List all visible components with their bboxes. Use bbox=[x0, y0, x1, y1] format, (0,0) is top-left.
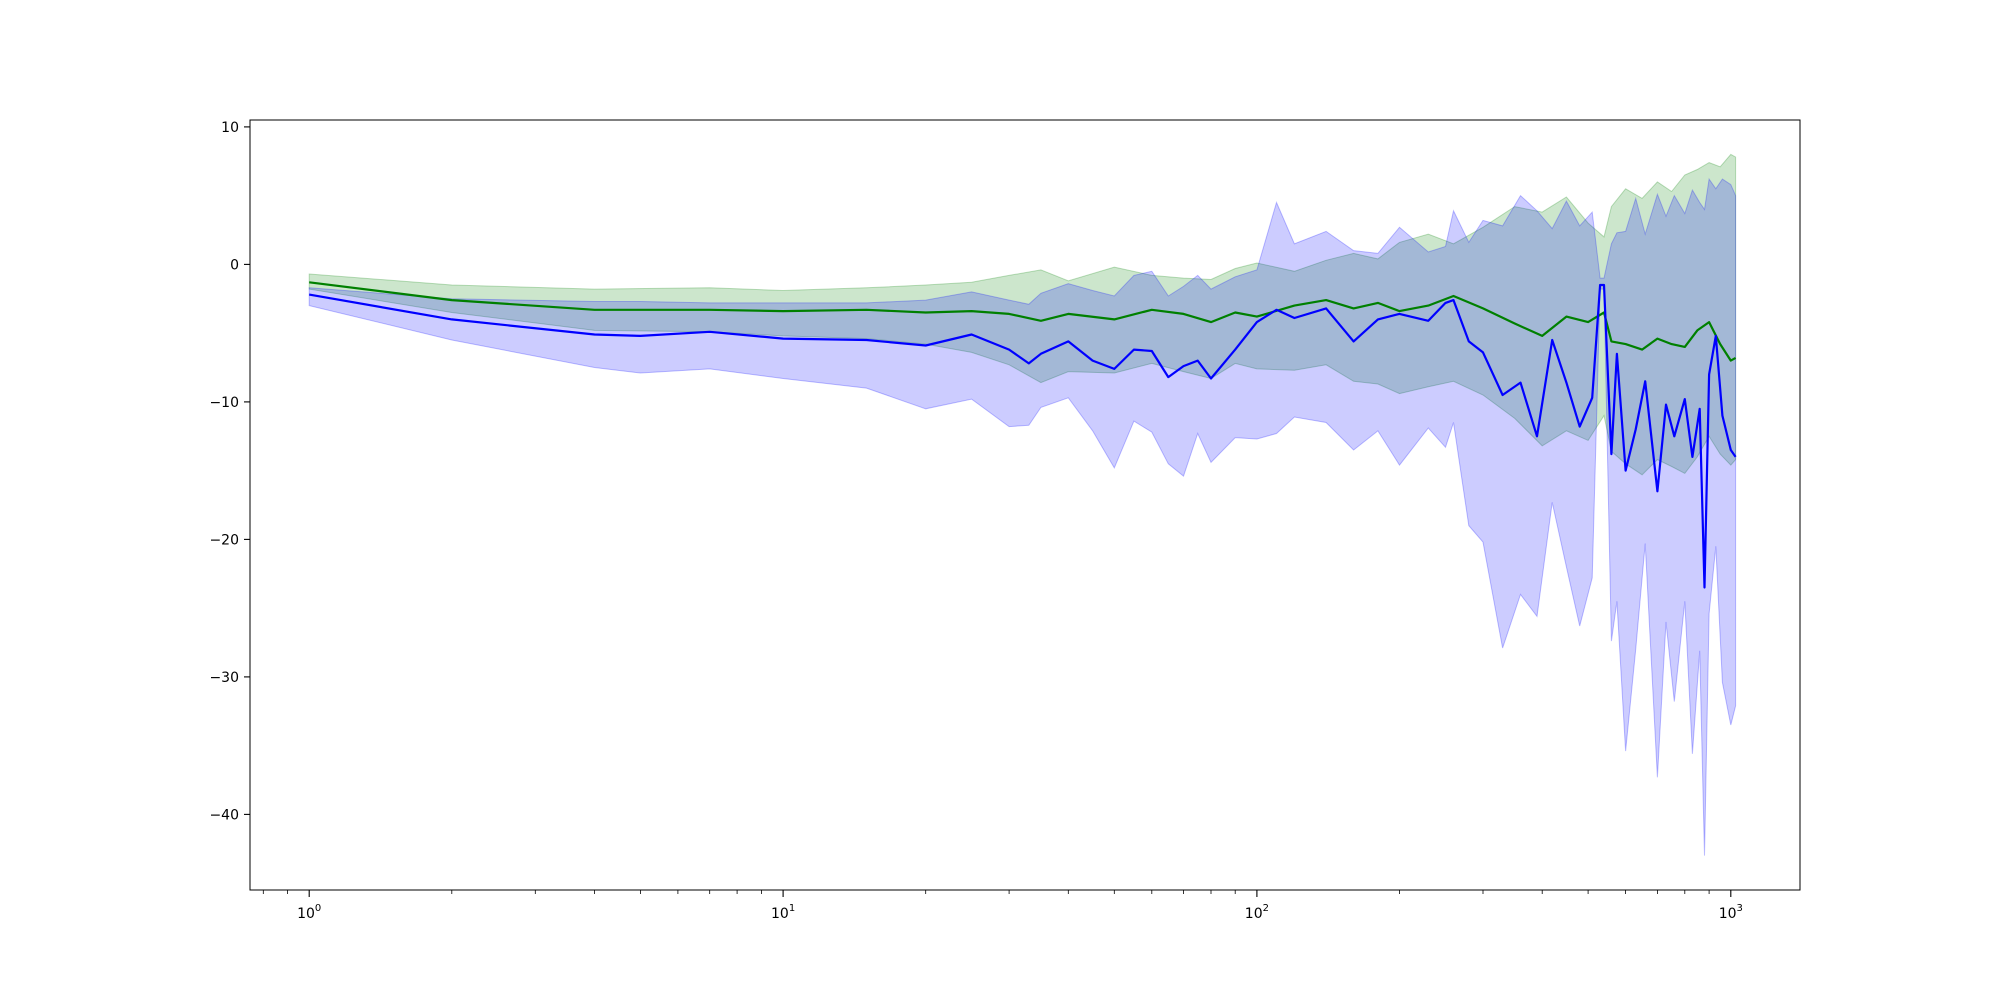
plot-area-frame bbox=[249, 119, 1801, 891]
x-tick-label: 102 bbox=[1245, 903, 1269, 922]
y-tick-label: −20 bbox=[209, 532, 239, 548]
series-1-line bbox=[309, 281, 1737, 362]
y-tick-label: 10 bbox=[221, 120, 239, 136]
x-tick-label: 100 bbox=[297, 903, 321, 922]
series-2-band bbox=[308, 177, 1737, 856]
x-tick-label: 103 bbox=[1719, 903, 1743, 922]
y-tick-label: −40 bbox=[209, 807, 239, 823]
confidence-bands bbox=[308, 153, 1737, 856]
series-1-band bbox=[308, 153, 1737, 476]
series-lines bbox=[309, 281, 1737, 589]
x-axis: 100 101 102 103 bbox=[262, 890, 1743, 922]
y-axis: 10 0 −10 −20 −30 −40 bbox=[209, 120, 250, 823]
series-2-line bbox=[309, 283, 1737, 589]
x-tick-label: 101 bbox=[771, 903, 795, 922]
y-tick-label: −30 bbox=[209, 670, 239, 686]
y-tick-label: 0 bbox=[230, 257, 239, 273]
y-tick-label: −10 bbox=[209, 395, 239, 411]
